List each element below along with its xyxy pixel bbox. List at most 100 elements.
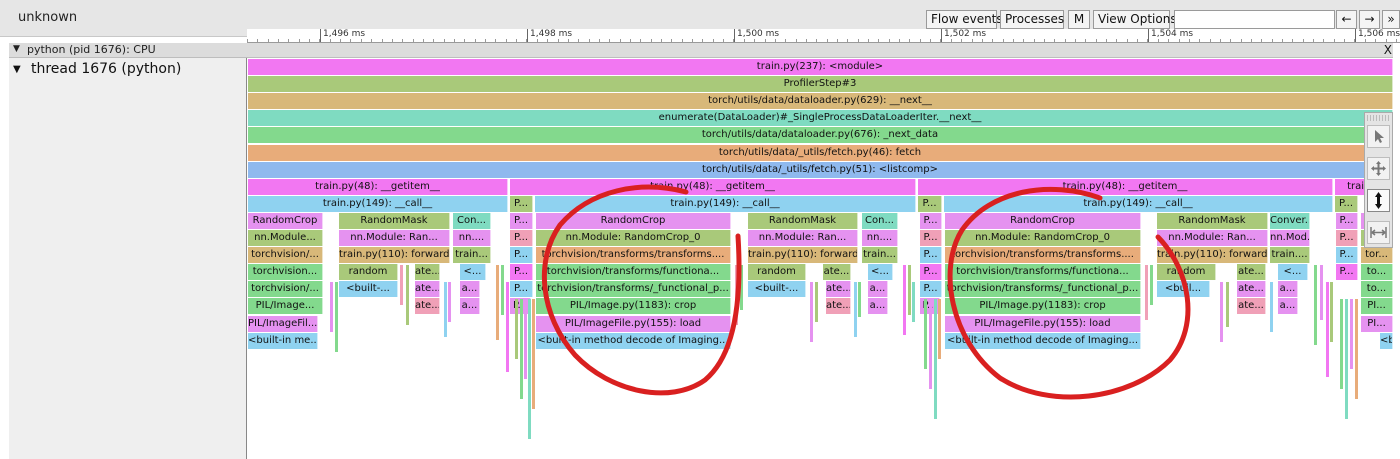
trace-slice-small[interactable] (1314, 265, 1317, 345)
trace-slice[interactable]: torchvision/transforms/_functional_p... (945, 281, 1141, 297)
trace-slice[interactable]: random (748, 264, 806, 280)
trace-slice[interactable]: ate... (415, 298, 440, 314)
trace-slice[interactable]: a... (868, 298, 888, 314)
trace-slice[interactable]: P... (1336, 230, 1358, 246)
trace-slice[interactable]: PI... (1361, 298, 1393, 314)
timing-tool-icon[interactable] (1367, 221, 1390, 244)
process-close-button[interactable]: X (1383, 43, 1392, 57)
trace-slice[interactable]: train... (453, 247, 491, 263)
trace-slice[interactable]: <built-in method decode of Imaging... (536, 333, 731, 349)
trace-slice[interactable]: <built-in me... (248, 333, 318, 349)
trace-slice[interactable]: <built-in method decode of Imaging... (945, 333, 1141, 349)
trace-slice[interactable]: a... (1278, 281, 1298, 297)
trace-slice-small[interactable] (532, 299, 535, 409)
trace-slice[interactable]: P... (510, 213, 533, 229)
trace-slice[interactable]: torchvision/transforms/functiona... (945, 264, 1141, 280)
trace-slice[interactable]: train.py(149): __call__ (535, 196, 916, 212)
trace-slice[interactable]: <b (1380, 333, 1393, 349)
trace-slice[interactable]: ProfilerStep#3 (248, 76, 1393, 92)
trace-slice-small[interactable] (912, 282, 915, 322)
trace-slice[interactable]: torchvision/... (248, 281, 323, 297)
trace-slice[interactable]: RandomCrop (248, 213, 323, 229)
trace-slice-small[interactable] (1330, 282, 1333, 342)
trace-slice[interactable]: PI... (1361, 316, 1393, 332)
trace-slice[interactable]: nn.Mod... (1270, 230, 1310, 246)
trace-slice-small[interactable] (330, 282, 333, 332)
trace-slice[interactable]: PIL/ImageFile.py(155): load (945, 316, 1141, 332)
trace-slice[interactable]: P... (1336, 264, 1358, 280)
trace-slice[interactable]: PIL/Image.py(1183): crop (945, 298, 1141, 314)
trace-slice[interactable]: <built-... (748, 281, 806, 297)
trace-slice-small[interactable] (1340, 299, 1343, 389)
trace-slice[interactable]: P... (920, 264, 942, 280)
trace-slice[interactable]: train.py(149): __call__ (248, 196, 508, 212)
trace-slice-small[interactable] (1326, 282, 1329, 377)
trace-slice-small[interactable] (810, 282, 813, 342)
trace-slice-small[interactable] (400, 265, 403, 305)
trace-slice[interactable]: P... (1336, 213, 1358, 229)
trace-slice[interactable]: P... (510, 264, 533, 280)
processes-button[interactable]: Processes (1000, 10, 1064, 29)
trace-slice[interactable]: a... (460, 298, 480, 314)
trace-slice[interactable]: train.py(48): __getitem__ (918, 179, 1333, 195)
trace-slice[interactable]: torch/utils/data/dataloader.py(629): __n… (248, 93, 1393, 109)
trace-slice[interactable]: nn.Module: RandomCrop_0 (945, 230, 1141, 246)
trace-slice[interactable]: <buil... (1157, 281, 1210, 297)
more-button[interactable]: » (1382, 10, 1400, 29)
trace-slice[interactable]: ate... (823, 264, 851, 280)
trace-slice[interactable]: ate... (826, 281, 851, 297)
trace-slice-small[interactable] (929, 299, 932, 389)
process-header[interactable]: ▼ python (pid 1676): CPU X (9, 43, 1393, 58)
trace-slice[interactable]: Con... (453, 213, 491, 229)
trace-slice[interactable]: torchvision/transforms/transforms.... (945, 247, 1141, 263)
trace-slice-small[interactable] (1220, 282, 1223, 342)
drag-handle[interactable] (1367, 115, 1390, 121)
flow-events-button[interactable]: Flow events (926, 10, 1003, 29)
pan-tool-icon[interactable] (1367, 157, 1390, 180)
trace-slice[interactable]: train.py(149): __call__ (944, 196, 1333, 212)
trace-slice-small[interactable] (1320, 265, 1323, 320)
trace-slice[interactable]: RandomMask (339, 213, 450, 229)
trace-slice[interactable]: train.py(110): forward (1157, 247, 1268, 263)
trace-slice[interactable]: P... (510, 230, 533, 246)
flame-chart-track[interactable]: train.py(237): <module> ProfilerStep#3 tor… (248, 58, 1393, 459)
trace-slice[interactable]: train.py(237): <module> (248, 59, 1393, 75)
trace-slice-small[interactable] (1355, 299, 1358, 399)
trace-slice-small[interactable] (1150, 265, 1153, 305)
trace-slice[interactable]: P... (1335, 196, 1358, 212)
trace-slice[interactable]: torch/utils/data/_utils/fetch.py(51): <l… (248, 162, 1393, 178)
trace-slice[interactable]: RandomMask (748, 213, 858, 229)
trace-slice[interactable]: train.py(48): __getitem__ (510, 179, 916, 195)
trace-slice[interactable]: P... (920, 230, 942, 246)
trace-slice-small[interactable] (448, 282, 451, 322)
trace-slice[interactable]: torchvision/transforms/functiona... (536, 264, 731, 280)
trace-slice[interactable]: train.py(110): forward (339, 247, 450, 263)
trace-slice[interactable]: RandomCrop (945, 213, 1141, 229)
trace-slice[interactable]: enumerate(DataLoader)#_SingleProcessData… (248, 110, 1393, 126)
trace-slice[interactable]: nn.Module... (248, 230, 323, 246)
selection-tool-icon[interactable] (1367, 125, 1390, 148)
metadata-button[interactable]: M (1068, 10, 1090, 29)
trace-slice[interactable]: PIL/ImageFile.py(155): load (536, 316, 731, 332)
trace-slice[interactable]: train.py(110): forward (748, 247, 858, 263)
trace-slice[interactable]: P... (510, 281, 533, 297)
trace-slice[interactable]: a... (868, 281, 888, 297)
trace-slice[interactable]: <... (460, 264, 486, 280)
trace-slice[interactable]: nn.Module: Ran... (748, 230, 858, 246)
trace-slice[interactable]: <built-... (339, 281, 398, 297)
trace-slice[interactable]: P... (510, 247, 533, 263)
trace-slice[interactable]: PIL/Image.py(1183): crop (536, 298, 731, 314)
trace-slice[interactable]: Con... (862, 213, 898, 229)
trace-slice[interactable]: nn.Module: Ran... (339, 230, 450, 246)
trace-slice[interactable]: to... (1361, 281, 1393, 297)
trace-slice-small[interactable] (524, 299, 527, 379)
trace-slice-small[interactable] (740, 265, 743, 310)
trace-slice-small[interactable] (496, 265, 499, 340)
trace-slice-small[interactable] (854, 282, 857, 337)
trace-slice-small[interactable] (1270, 282, 1273, 332)
trace-slice[interactable]: train.py(48): __getitem__ (248, 179, 508, 195)
trace-slice-small[interactable] (908, 265, 911, 315)
zoom-tool-icon[interactable] (1367, 189, 1390, 212)
trace-slice[interactable]: PIL/Image... (248, 298, 323, 314)
trace-slice[interactable]: train... (862, 247, 898, 263)
